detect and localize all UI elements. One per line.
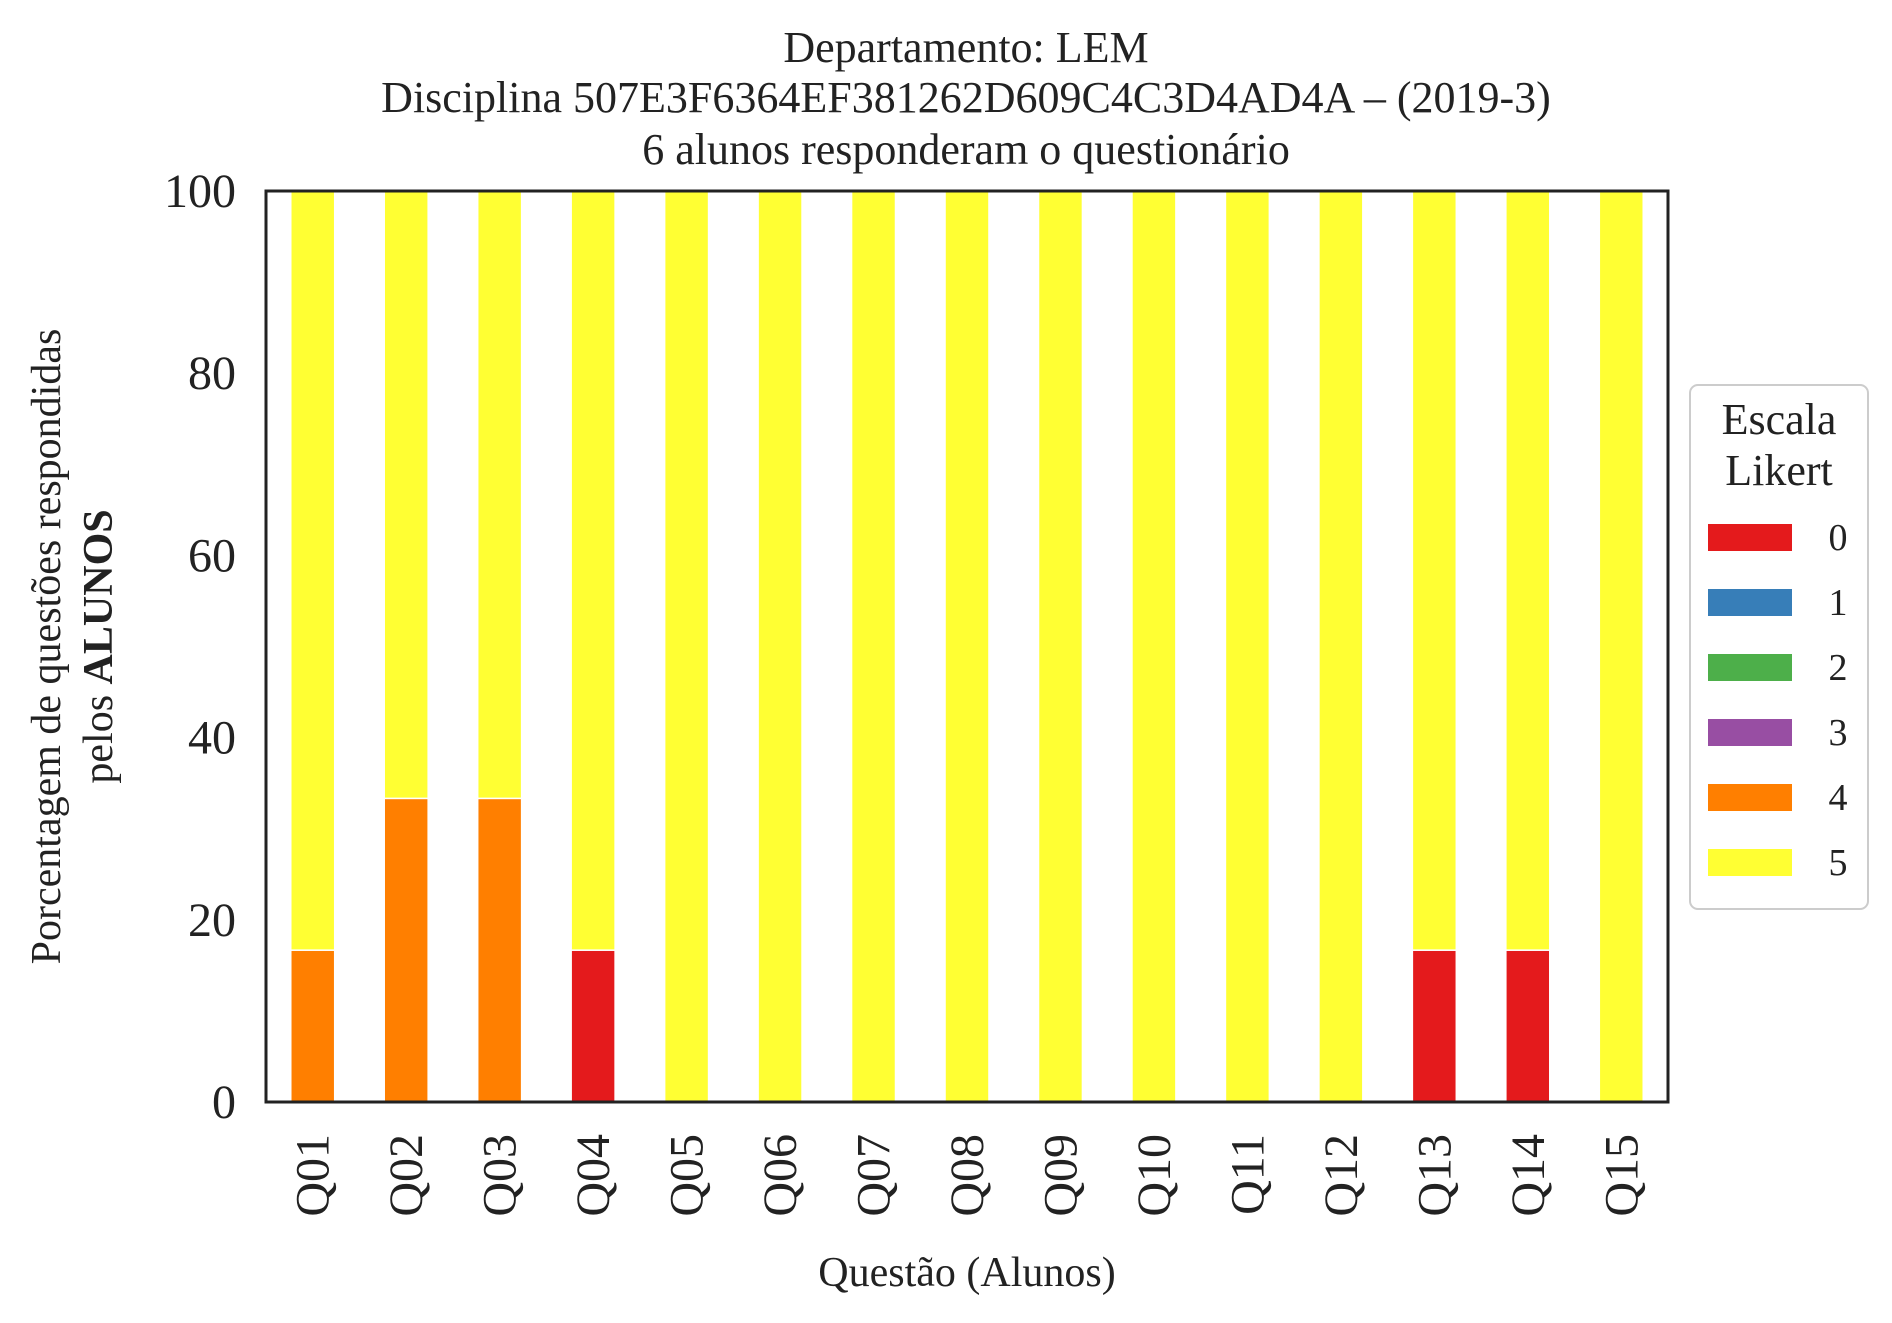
bar-Q03-scale-5 bbox=[476, 190, 523, 800]
x-tick-label: Q09 bbox=[1034, 1134, 1087, 1217]
bar-Q02-scale-5 bbox=[383, 190, 429, 800]
bar-Q03-scale-4 bbox=[476, 797, 523, 1103]
y-axis-label-bold: ALUNOS bbox=[76, 509, 122, 684]
legend-swatch-2 bbox=[1708, 654, 1792, 681]
bar-Q07-scale-5 bbox=[850, 190, 897, 1103]
legend-box bbox=[1689, 384, 1869, 910]
legend-label-3: 3 bbox=[1829, 712, 1848, 754]
legend-label-5: 5 bbox=[1829, 842, 1848, 884]
legend-swatch-1 bbox=[1708, 589, 1792, 616]
legend-swatch-0 bbox=[1708, 524, 1792, 551]
y-axis-label-line1: Porcentagem de questões respondidas bbox=[24, 329, 70, 965]
x-tick-label: Q14 bbox=[1502, 1134, 1555, 1217]
y-tick-label: 100 bbox=[164, 165, 236, 218]
y-axis-label: Porcentagem de questões respondidas pelo… bbox=[24, 329, 122, 965]
legend-swatch-3 bbox=[1708, 719, 1792, 746]
legend-label-4: 4 bbox=[1829, 777, 1848, 819]
bar-Q13-scale-5 bbox=[1411, 190, 1458, 951]
bar-Q13-scale-0 bbox=[1411, 949, 1458, 1103]
x-tick-label: Q08 bbox=[941, 1134, 994, 1217]
bar-Q06-scale-5 bbox=[757, 190, 803, 1103]
y-tick-label: 0 bbox=[212, 1076, 236, 1129]
bar-Q11-scale-5 bbox=[1224, 190, 1271, 1103]
bar-Q14-scale-0 bbox=[1505, 949, 1551, 1103]
y-tick-label: 40 bbox=[188, 712, 236, 765]
y-tick-label: 80 bbox=[188, 347, 236, 400]
chart-title-line-3: 6 alunos responderam o questionário bbox=[642, 125, 1290, 174]
bar-Q02-scale-4 bbox=[383, 797, 429, 1103]
plot-frame bbox=[264, 189, 1670, 1104]
bar-Q01-scale-5 bbox=[290, 190, 336, 951]
bar-Q04-scale-5 bbox=[570, 190, 616, 951]
legend-label-0: 0 bbox=[1829, 517, 1848, 559]
x-tick-label: Q11 bbox=[1221, 1134, 1274, 1215]
bar-Q05-scale-5 bbox=[663, 190, 710, 1103]
bar-Q15-scale-5 bbox=[1598, 190, 1644, 1103]
legend-swatch-4 bbox=[1708, 784, 1792, 811]
bar-Q14-scale-5 bbox=[1505, 190, 1551, 951]
bar-Q01-scale-4 bbox=[290, 949, 336, 1103]
bar-Q04-scale-0 bbox=[570, 949, 616, 1103]
y-tick-label: 60 bbox=[188, 529, 236, 582]
x-axis-ticks: Q01 Q02 Q03 Q04 Q05 Q06 Q07 Q08 Q09 Q10 Q11 Q12 Q13 Q… bbox=[287, 1134, 1649, 1217]
x-tick-label: Q02 bbox=[380, 1134, 433, 1217]
legend-title-line-2: Likert bbox=[1725, 446, 1833, 495]
x-tick-label: Q04 bbox=[567, 1134, 620, 1217]
y-axis-ticks: 0 20 40 60 80 100 bbox=[164, 165, 236, 1129]
bar-Q12-scale-5 bbox=[1318, 190, 1364, 1103]
bar-Q10-scale-5 bbox=[1131, 190, 1177, 1103]
x-tick-label: Q12 bbox=[1315, 1134, 1368, 1217]
x-tick-label: Q06 bbox=[754, 1134, 807, 1217]
x-axis-label: Questão (Alunos) bbox=[818, 1250, 1115, 1296]
chart-title-line-2: Disciplina 507E3F6364EF381262D609C4C3D4A… bbox=[381, 73, 1551, 122]
x-tick-label: Q01 bbox=[287, 1134, 340, 1217]
legend-swatch-5 bbox=[1708, 849, 1792, 876]
x-tick-label: Q05 bbox=[661, 1134, 714, 1217]
legend-label-1: 1 bbox=[1829, 582, 1848, 624]
y-tick-label: 20 bbox=[188, 894, 236, 947]
legend-label-2: 2 bbox=[1829, 647, 1848, 689]
x-tick-label: Q03 bbox=[474, 1134, 527, 1217]
x-tick-label: Q13 bbox=[1408, 1134, 1461, 1217]
x-tick-label: Q10 bbox=[1128, 1134, 1181, 1217]
bars bbox=[290, 190, 1644, 1103]
bar-Q09-scale-5 bbox=[1037, 190, 1084, 1103]
y-axis-label-prefix: pelos bbox=[76, 684, 122, 783]
x-tick-label: Q15 bbox=[1595, 1134, 1648, 1217]
chart-title-line-1: Departamento: LEM bbox=[783, 23, 1148, 72]
legend-title-line-1: Escala bbox=[1722, 395, 1837, 444]
y-axis-label-line2: pelos ALUNOS bbox=[76, 509, 122, 783]
x-tick-label: Q07 bbox=[848, 1134, 901, 1217]
bar-Q08-scale-5 bbox=[944, 190, 990, 1103]
